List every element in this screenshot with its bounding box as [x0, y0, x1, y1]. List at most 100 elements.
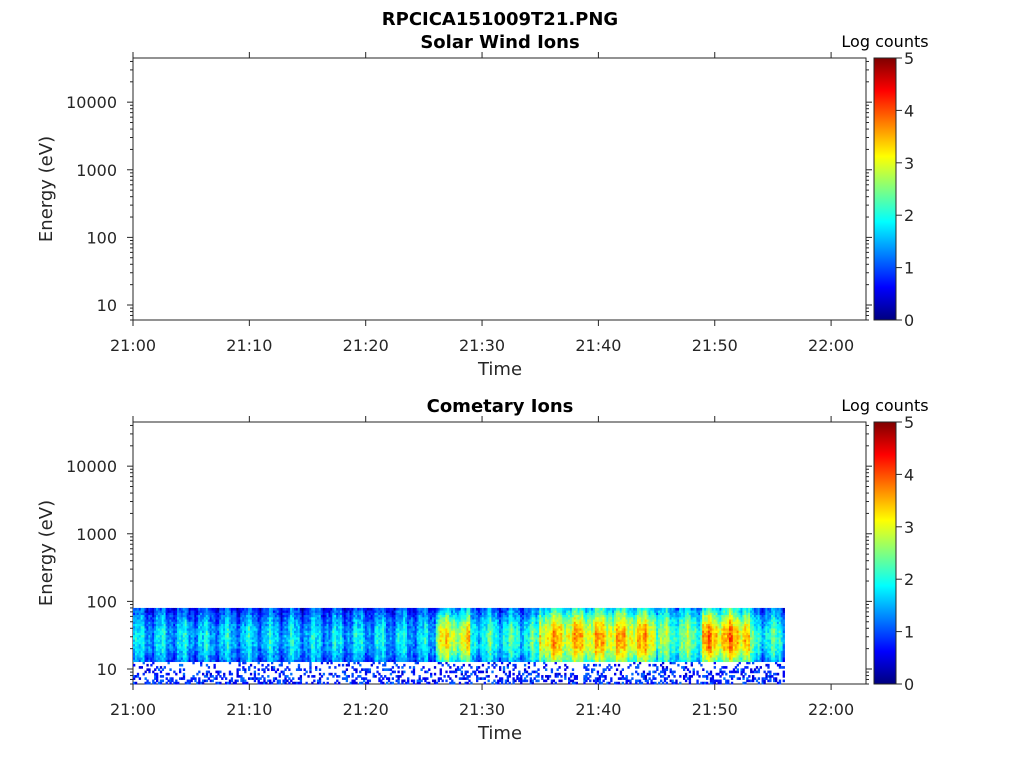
heatmap-cell [244, 625, 247, 629]
heatmap-cell [341, 625, 345, 629]
heatmap-cell [244, 645, 247, 649]
heatmap-cell [366, 657, 370, 660]
heatmap-cell [345, 630, 349, 633]
heatmap-cell [257, 612, 260, 616]
heatmap-cell [361, 612, 364, 616]
heatmap-cell [163, 610, 166, 613]
heatmap-cell [441, 623, 444, 627]
heatmap-cell [175, 607, 178, 611]
heatmap-cell [200, 645, 203, 649]
heatmap-cell [453, 681, 456, 685]
heatmap-cell [464, 637, 467, 640]
heatmap-cell [476, 632, 479, 636]
heatmap-cell [261, 652, 264, 656]
heatmap-cell [205, 637, 209, 640]
heatmap-cell [466, 639, 469, 642]
heatmap-cell [408, 612, 412, 616]
heatmap-cell [251, 630, 255, 633]
heatmap-cell [180, 641, 184, 645]
heatmap-cell [169, 668, 172, 671]
heatmap-cell [138, 630, 142, 633]
heatmap-cell [443, 652, 446, 656]
heatmap-cell [366, 643, 370, 647]
heatmap-cell [341, 628, 345, 631]
heatmap-cell [276, 639, 280, 642]
heatmap-cell [391, 612, 395, 616]
heatmap-cell [134, 625, 138, 629]
heatmap-cell [303, 607, 306, 611]
heatmap-cell [148, 654, 151, 658]
heatmap-cell [428, 681, 431, 685]
heatmap-cell [395, 650, 398, 654]
heatmap-cell [251, 637, 255, 640]
heatmap-cell [175, 654, 178, 658]
heatmap-cell [299, 677, 303, 680]
heatmap-cell [370, 663, 373, 667]
heatmap-cell [349, 654, 352, 658]
heatmap-cell [142, 657, 145, 660]
heatmap-cell [249, 607, 253, 611]
heatmap-cell [359, 663, 362, 667]
heatmap-cell [267, 641, 270, 645]
heatmap-cell [297, 637, 301, 640]
heatmap-cell [200, 614, 203, 618]
heatmap-cell [420, 639, 423, 642]
heatmap-cell [374, 648, 377, 651]
heatmap-cell [167, 672, 170, 676]
heatmap-cell [338, 650, 341, 654]
heatmap-cell [142, 645, 145, 649]
figure-title: RPCICA151009T21.PNG [382, 9, 618, 30]
heatmap-cell [389, 654, 393, 658]
heatmap-cell [211, 628, 214, 631]
heatmap-cell [370, 610, 373, 613]
heatmap-cell [328, 628, 331, 631]
heatmap-cell [443, 641, 446, 645]
heatmap-cell [472, 607, 475, 611]
heatmap-cell [330, 648, 333, 651]
heatmap-cell [159, 648, 163, 651]
heatmap-cell [345, 648, 349, 651]
heatmap-cell [290, 630, 293, 633]
heatmap-cell [184, 645, 188, 649]
heatmap-cell [292, 628, 295, 631]
heatmap-cell [387, 657, 391, 660]
heatmap-cell [154, 634, 157, 638]
heatmap-cell [412, 652, 416, 656]
heatmap-cell [384, 661, 387, 665]
heatmap-cell [351, 625, 354, 629]
heatmap-cell [142, 672, 145, 676]
heatmap-cell [234, 648, 237, 651]
heatmap-cell [408, 654, 412, 658]
heatmap-cell [364, 643, 368, 647]
heatmap-cell [458, 668, 462, 671]
heatmap-cell [173, 670, 176, 674]
heatmap-cell [267, 610, 270, 613]
heatmap-cell [311, 657, 314, 660]
heatmap-cell [384, 663, 387, 667]
heatmap-cell [351, 639, 354, 642]
heatmap-cell [445, 614, 448, 618]
heatmap-cell [416, 650, 419, 654]
heatmap-cell [219, 621, 222, 624]
heatmap-cell [207, 657, 211, 660]
heatmap-cell [213, 616, 216, 620]
heatmap-cell [207, 607, 211, 611]
heatmap-cell [261, 612, 264, 616]
heatmap-cell [269, 645, 272, 649]
heatmap-cell [259, 639, 262, 642]
heatmap-cell [249, 634, 253, 638]
heatmap-cell [142, 652, 145, 656]
heatmap-cell [192, 614, 195, 618]
heatmap-cell [334, 607, 337, 611]
heatmap-cell [460, 648, 464, 651]
heatmap-cell [368, 610, 372, 613]
heatmap-cell [286, 614, 289, 618]
heatmap-cell [201, 628, 205, 631]
heatmap-cell [311, 614, 314, 618]
heatmap-cell [270, 639, 274, 642]
heatmap-cell [437, 677, 441, 680]
heatmap-cell [255, 607, 258, 611]
heatmap-cell [292, 621, 295, 624]
heatmap-cell [148, 616, 151, 620]
